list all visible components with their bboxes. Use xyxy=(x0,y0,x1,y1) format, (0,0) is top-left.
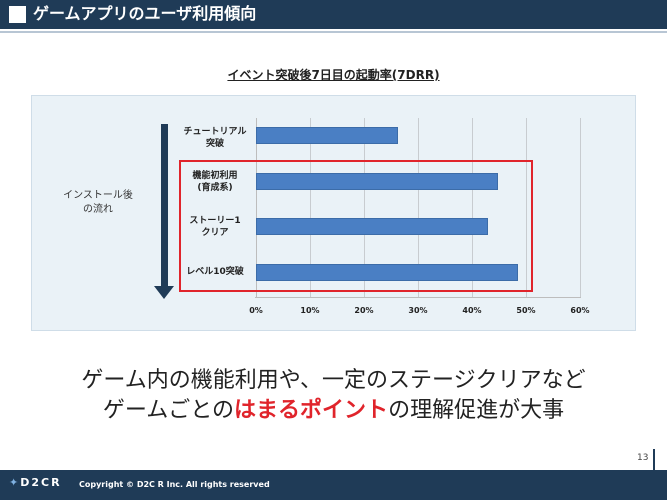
x-tick-label: 10% xyxy=(300,306,320,315)
gridline xyxy=(310,118,311,297)
category-label-feature: 機能初利用 (育成系) xyxy=(162,170,268,194)
bar xyxy=(256,264,518,281)
gridline xyxy=(364,118,365,297)
bar xyxy=(256,218,488,235)
x-axis-line xyxy=(255,297,581,298)
category-label-story: ストーリー1 クリア xyxy=(162,215,268,239)
category-label-line: 突破 xyxy=(205,139,224,149)
gridline xyxy=(472,118,473,297)
message-emphasis: はまるポイント xyxy=(234,398,389,423)
chart-title: イベント突破後7日目の起動率(7DRR) xyxy=(227,68,440,82)
gridline xyxy=(418,118,419,297)
x-tick-label: 50% xyxy=(516,306,536,315)
x-tick-label: 40% xyxy=(462,306,482,315)
category-label-line: 機能初利用 xyxy=(192,171,238,181)
gridline xyxy=(526,118,527,297)
x-tick-label: 30% xyxy=(408,306,428,315)
logo-mark-icon: ✦ xyxy=(9,476,19,489)
logo-text: D2CR xyxy=(20,476,62,489)
page-number: 13 xyxy=(637,453,649,463)
x-tick-label: 60% xyxy=(570,306,590,315)
page-number-bar xyxy=(653,449,655,475)
footer-bar: ✦ D2CR Copyright © D2C R Inc. All rights … xyxy=(0,470,667,500)
category-label-line: チュートリアル xyxy=(183,127,247,137)
highlight-box xyxy=(179,160,533,292)
flow-arrow-shaft xyxy=(161,124,168,288)
bar xyxy=(256,127,398,144)
message-line-2-before: ゲームごとの xyxy=(102,398,235,423)
company-logo: ✦ D2CR xyxy=(9,476,62,489)
flow-label: インストール後 の流れ xyxy=(56,189,140,217)
page-title: ゲームアプリのユーザ利用傾向 xyxy=(33,4,257,23)
copyright-text: Copyright © D2C R Inc. All rights reserv… xyxy=(79,480,270,489)
message-line-2-after: の理解促進が大事 xyxy=(388,398,565,423)
category-label-line: ストーリー1 xyxy=(189,216,241,226)
flow-arrow-down-icon xyxy=(154,286,174,299)
header-square-icon xyxy=(9,6,26,23)
message-line-2: ゲームごとのはまるポイントの理解促進が大事 xyxy=(0,396,667,426)
gridline xyxy=(580,118,581,297)
x-tick-label: 20% xyxy=(354,306,374,315)
header-divider xyxy=(0,31,667,33)
category-label-line: クリア xyxy=(201,228,229,238)
flow-label-line-2: の流れ xyxy=(83,204,113,215)
category-label-level: レベル10突破 xyxy=(162,266,268,278)
category-label-line: レベル10突破 xyxy=(186,267,244,277)
header-bar: ゲームアプリのユーザ利用傾向 xyxy=(0,0,667,29)
y-axis-line xyxy=(256,118,257,297)
category-label-tutorial: チュートリアル 突破 xyxy=(162,126,268,150)
x-tick-label: 0% xyxy=(249,306,263,315)
message-line-1: ゲーム内の機能利用や、一定のステージクリアなど xyxy=(81,368,586,393)
bar xyxy=(256,173,498,190)
flow-label-line-1: インストール後 xyxy=(63,190,133,201)
category-label-line: (育成系) xyxy=(197,183,233,193)
